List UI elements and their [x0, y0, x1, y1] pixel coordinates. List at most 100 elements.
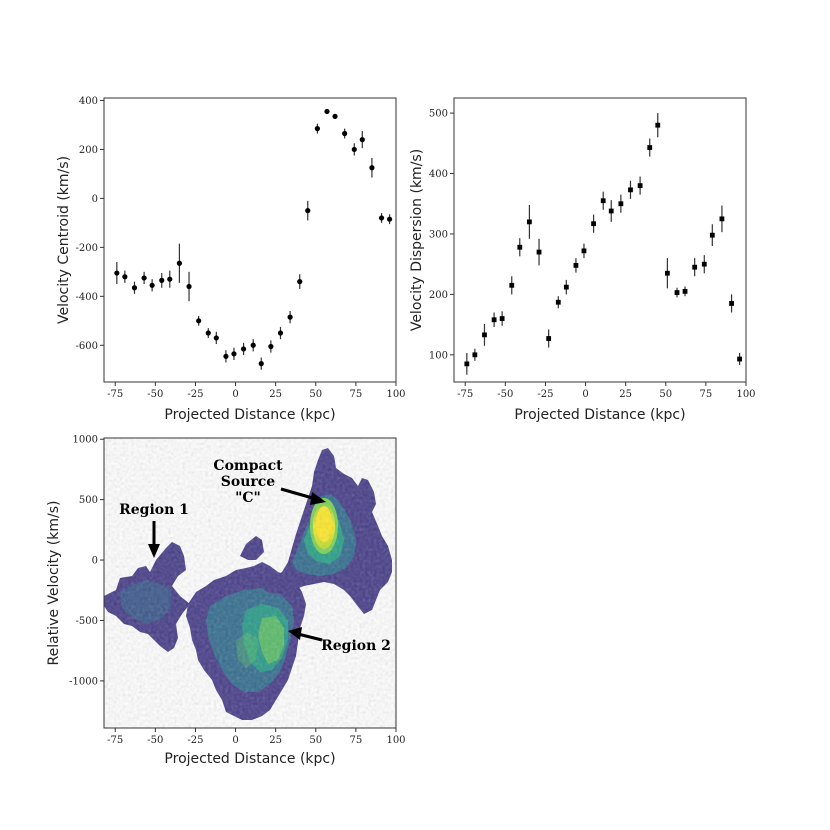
- x-tick-label: 100: [386, 389, 405, 400]
- data-point: [472, 352, 478, 358]
- annotation-line: Source: [221, 474, 276, 490]
- data-point: [186, 283, 192, 290]
- arrow-head: [310, 492, 326, 505]
- y-tick-label: -1000: [69, 676, 98, 687]
- x-tick-label: 75: [700, 389, 713, 400]
- arrow-head: [288, 627, 302, 640]
- y-tick-label: -200: [76, 243, 98, 254]
- arrow-line: [297, 632, 323, 642]
- data-point: [167, 276, 173, 282]
- y-tick-label: 500: [429, 109, 448, 120]
- x-tick-label: 0: [582, 389, 588, 400]
- x-tick-label: 0: [232, 735, 238, 746]
- y-tick-label: 0: [92, 556, 98, 567]
- x-tick-label: -25: [537, 389, 553, 400]
- x-tick-label: 100: [736, 389, 755, 400]
- data-point: [314, 126, 320, 132]
- data-point: [386, 216, 393, 222]
- annotation-region-1: Region 1: [119, 502, 189, 558]
- data-point: [114, 270, 120, 276]
- data-point: [196, 318, 202, 324]
- y-tick-label: -400: [76, 292, 98, 303]
- pixel-noise: [104, 438, 396, 728]
- data-point: [205, 330, 211, 336]
- data-point: [517, 244, 523, 250]
- data-point: [231, 351, 237, 357]
- data-point: [581, 248, 587, 254]
- x-tick-label: 100: [386, 735, 405, 746]
- data-point: [305, 208, 311, 214]
- data-point: [600, 198, 606, 204]
- data-point: [647, 145, 653, 150]
- data-point: [268, 343, 274, 350]
- data-point: [682, 288, 688, 294]
- x-tick-label: -50: [147, 735, 163, 746]
- data-point: [729, 301, 734, 306]
- data-point: [591, 221, 596, 227]
- data-point: [692, 264, 698, 270]
- y-tick-label: -600: [76, 341, 98, 352]
- y-tick-label: -500: [76, 616, 98, 627]
- data-point: [277, 330, 284, 336]
- data-point: [464, 361, 470, 367]
- data-point: [482, 332, 487, 338]
- y-tick-label: 500: [79, 495, 98, 506]
- arrow-head: [148, 544, 160, 558]
- data-point: [223, 353, 229, 359]
- data-point: [324, 108, 330, 115]
- data-point: [555, 299, 561, 305]
- x-tick-label: 25: [269, 735, 282, 746]
- x-tick-label: -25: [187, 735, 203, 746]
- data-point: [149, 282, 155, 288]
- x-tick-label: 75: [350, 389, 363, 400]
- data-points: [114, 108, 393, 370]
- x-tick-label: -75: [107, 735, 123, 746]
- axis-ticks: -75 -50 -25 0 25 50 75 100 100 200 300 400 500: [429, 109, 756, 400]
- data-point: [546, 336, 552, 341]
- axis-ticks: -75 -50 -25 0 25 50 75 100 -1000 -500 0 500 1000: [69, 435, 405, 746]
- data-point: [509, 282, 515, 288]
- data-point: [655, 122, 661, 128]
- x-tick-label: 25: [619, 389, 632, 400]
- data-point: [141, 275, 147, 281]
- data-point: [709, 232, 715, 238]
- data-point: [737, 356, 742, 362]
- plot-frame: [103, 97, 397, 383]
- x-tick-label: -75: [457, 389, 473, 400]
- data-points: [464, 113, 742, 375]
- annotation-compact-source: Compact Source "C": [213, 458, 326, 506]
- y-tick-label: 0: [92, 194, 98, 205]
- data-point: [213, 335, 219, 341]
- x-tick-label: 50: [309, 735, 322, 746]
- data-point: [573, 262, 579, 268]
- x-tick-label: 50: [309, 389, 322, 400]
- y-tick-label: 1000: [73, 435, 98, 446]
- data-point: [131, 285, 138, 291]
- data-point: [499, 316, 505, 321]
- y-tick-label: 400: [429, 169, 448, 180]
- y-tick-label: 400: [79, 96, 98, 107]
- data-point: [674, 290, 680, 295]
- y-axis-label: Relative Velocity (km/s): [46, 501, 62, 666]
- y-axis-label: Velocity Dispersion (km/s): [409, 149, 425, 331]
- x-tick-label: -75: [107, 389, 123, 400]
- panel-velocity-centroid: -75 -50 -25 0 25 50 75 100 -600 -400 -200 0 200 400 P…: [56, 96, 406, 423]
- annotation-region-2: Region 2: [288, 627, 391, 654]
- data-point: [637, 183, 643, 189]
- data-point: [628, 187, 633, 193]
- data-point: [159, 277, 165, 283]
- data-point: [719, 216, 725, 222]
- x-tick-label: 0: [232, 389, 238, 400]
- y-tick-label: 300: [429, 229, 448, 240]
- x-tick-label: 50: [659, 389, 672, 400]
- data-point: [342, 130, 348, 137]
- data-point: [378, 215, 385, 221]
- data-point: [563, 284, 569, 290]
- data-point: [250, 342, 256, 348]
- arrow-line: [280, 487, 317, 501]
- annotation-line: Region 2: [321, 638, 391, 654]
- data-point: [664, 270, 670, 276]
- y-tick-label: 100: [429, 350, 448, 361]
- data-point: [359, 137, 365, 143]
- plot-frame: [453, 97, 747, 383]
